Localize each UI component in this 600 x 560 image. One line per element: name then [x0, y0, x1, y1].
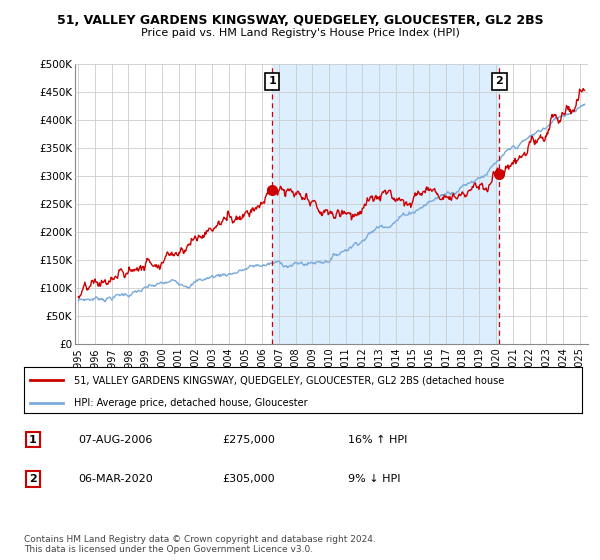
Text: £305,000: £305,000 — [222, 474, 275, 484]
Text: 51, VALLEY GARDENS KINGSWAY, QUEDGELEY, GLOUCESTER, GL2 2BS (detached house: 51, VALLEY GARDENS KINGSWAY, QUEDGELEY, … — [74, 375, 505, 385]
Text: 07-AUG-2006: 07-AUG-2006 — [78, 435, 152, 445]
Text: 16% ↑ HPI: 16% ↑ HPI — [348, 435, 407, 445]
Text: £275,000: £275,000 — [222, 435, 275, 445]
Text: HPI: Average price, detached house, Gloucester: HPI: Average price, detached house, Glou… — [74, 398, 308, 408]
Text: 2: 2 — [29, 474, 37, 484]
Text: 1: 1 — [268, 76, 276, 86]
Text: 1: 1 — [29, 435, 37, 445]
Text: 2: 2 — [496, 76, 503, 86]
Text: 51, VALLEY GARDENS KINGSWAY, QUEDGELEY, GLOUCESTER, GL2 2BS: 51, VALLEY GARDENS KINGSWAY, QUEDGELEY, … — [56, 14, 544, 27]
Bar — [272, 64, 499, 344]
Text: 9% ↓ HPI: 9% ↓ HPI — [348, 474, 401, 484]
Text: Price paid vs. HM Land Registry's House Price Index (HPI): Price paid vs. HM Land Registry's House … — [140, 28, 460, 38]
Text: Contains HM Land Registry data © Crown copyright and database right 2024.
This d: Contains HM Land Registry data © Crown c… — [24, 535, 376, 554]
Text: 06-MAR-2020: 06-MAR-2020 — [78, 474, 153, 484]
